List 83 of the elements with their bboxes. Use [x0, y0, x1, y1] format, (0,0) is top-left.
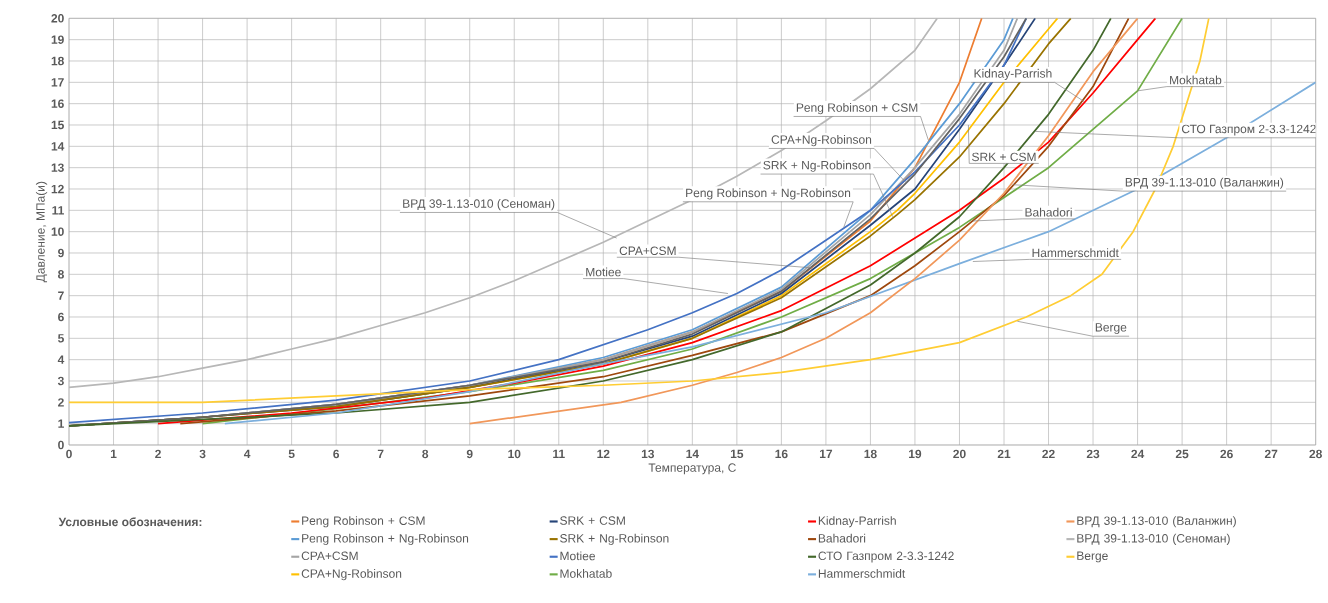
x-tick-label: 18	[864, 449, 877, 459]
y-tick-label: 4	[57, 355, 65, 364]
x-tick-label: 16	[775, 449, 788, 459]
y-tick-label: 8	[58, 270, 64, 279]
x-tick-label: 27	[1264, 449, 1278, 459]
x-tick-label: 8	[422, 449, 429, 459]
x-tick-label: 23	[1086, 449, 1100, 459]
legend-label: Kidnay-Parrish	[818, 516, 896, 528]
x-tick-label: 2	[155, 449, 161, 459]
x-tick-label: 0	[66, 449, 72, 459]
annotation: Bahadori	[1025, 207, 1072, 217]
y-tick-label: 19	[51, 35, 64, 44]
annotation: CPA+CSM	[619, 246, 676, 255]
legend-label: Peng Robinson + CSM	[302, 516, 425, 528]
annotation: Berge	[1095, 323, 1127, 334]
legend-label: Bahadori	[818, 533, 866, 543]
x-tick-label: 14	[686, 449, 699, 458]
y-tick-label: 18	[51, 56, 64, 66]
y-tick-label: 11	[52, 206, 64, 215]
legend-title: Условные обозначения:	[58, 517, 202, 527]
legend-label: CPA+Ng-Robinson	[301, 569, 402, 581]
y-axis-title: Давление, МПа(и)	[35, 181, 48, 283]
legend-label: Mokhatab	[560, 569, 612, 578]
legend-label: ВРД 39-1.13-010 (Сеноман)	[1077, 533, 1230, 545]
y-tick-label: 0	[58, 440, 64, 450]
y-tick-label: 20	[51, 14, 64, 23]
x-tick-label: 1	[110, 449, 117, 458]
annotation: Peng Robinson + CSM	[796, 103, 918, 115]
annotation: ВРД 39-1.13-010 (Сеноман)	[403, 199, 555, 211]
legend-label: Motiee	[560, 551, 595, 561]
x-tick-label: 22	[1042, 449, 1055, 459]
annotation: Mokhatab	[1170, 75, 1222, 85]
y-tick-label: 7	[58, 291, 64, 300]
x-tick-label: 15	[730, 449, 744, 459]
legend-label: Peng Robinson + Ng-Robinson	[302, 533, 469, 545]
x-tick-label: 28	[1309, 449, 1322, 459]
y-tick-label: 14	[51, 142, 65, 151]
x-tick-label: 7	[377, 449, 384, 458]
x-tick-label: 11	[553, 449, 565, 458]
annotation: Hammerschmidt	[1032, 248, 1119, 258]
x-tick-label: 17	[819, 449, 833, 458]
x-tick-label: 26	[1220, 449, 1233, 459]
annotation: Kidnay-Parrish	[974, 68, 1052, 81]
y-tick-label: 1	[58, 419, 64, 428]
y-tick-label: 9	[58, 248, 64, 258]
legend-label: SRK + CSM	[560, 516, 625, 525]
x-tick-label: 6	[333, 449, 340, 459]
legend-label: Berge	[1077, 551, 1108, 563]
y-tick-label: 15	[51, 120, 64, 130]
x-tick-label: 24	[1131, 449, 1145, 459]
x-tick-label: 25	[1175, 449, 1189, 459]
x-tick-label: 5	[288, 449, 295, 459]
y-tick-label: 13	[51, 163, 64, 172]
legend-label: ВРД 39-1.13-010 (Валанжин)	[1077, 516, 1236, 528]
x-tick-label: 10	[508, 449, 521, 459]
x-tick-label: 21	[997, 449, 1011, 459]
x-tick-label: 12	[597, 449, 610, 459]
annotation: SRK + CSM	[972, 152, 1036, 162]
x-tick-label: 3	[199, 449, 206, 459]
y-tick-label: 10	[51, 227, 64, 236]
x-tick-label: 9	[466, 449, 473, 459]
y-tick-label: 12	[51, 184, 64, 194]
annotation: ВРД 39-1.13-010 (Валанжин)	[1125, 177, 1284, 189]
annotation: CPA+Ng-Robinson	[771, 135, 872, 147]
x-tick-label: 20	[953, 449, 966, 459]
legend-label: СТО Газпром 2-3.3-1242	[818, 551, 954, 563]
x-tick-label: 4	[243, 449, 251, 458]
x-tick-label: 13	[641, 449, 655, 459]
y-tick-label: 6	[58, 312, 64, 322]
legend-label: CPA+CSM	[301, 551, 358, 561]
y-tick-label: 17	[51, 78, 64, 87]
annotation: Peng Robinson + Ng-Robinson	[686, 188, 851, 200]
x-tick-label: 19	[909, 449, 922, 459]
annotation: SRK + Ng-Robinson	[763, 160, 871, 172]
y-tick-label: 3	[57, 376, 64, 386]
y-tick-label: 2	[58, 398, 64, 407]
annotation: Motiee	[586, 267, 621, 277]
y-tick-label: 5	[58, 334, 64, 343]
annotation: СТО Газпром 2-3.3-1242	[1181, 124, 1316, 136]
x-axis-title: Температура, С	[648, 463, 736, 475]
y-tick-label: 16	[51, 99, 64, 108]
legend-label: SRK + Ng-Robinson	[560, 533, 669, 545]
legend-label: Hammerschmidt	[818, 569, 906, 578]
